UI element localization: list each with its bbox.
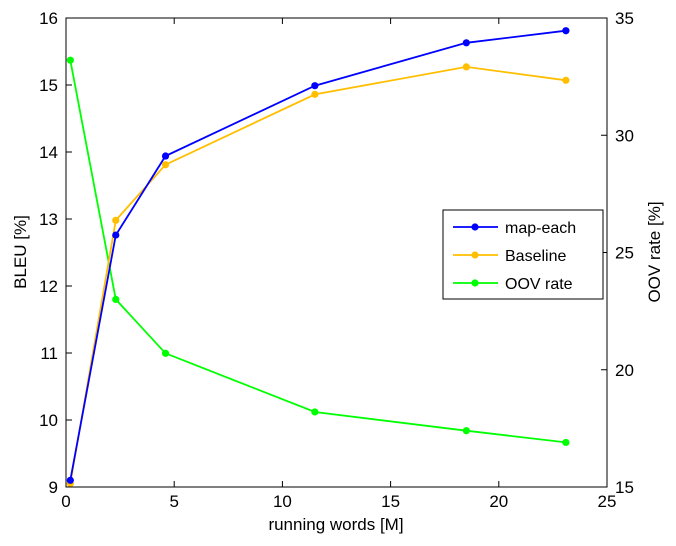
data-point-baseline — [311, 90, 319, 98]
data-point-baseline — [161, 161, 170, 169]
legend-swatch-marker — [471, 251, 479, 259]
data-point-baseline — [562, 76, 570, 84]
data-point-oov-rate — [66, 56, 74, 64]
series-line-baseline — [69, 65, 567, 484]
y-tick-label: 16 — [39, 9, 58, 28]
data-point-oov-rate — [112, 295, 120, 303]
chart-axes: 0 5 10 15 20 25 9 10 11 12 13 14 15 16 15 20 25 30 35 — [39, 9, 634, 511]
series-line-map-each — [69, 29, 567, 481]
legend-label-baseline: Baseline — [505, 248, 566, 265]
data-point-oov-rate — [311, 408, 319, 416]
data-point-map-each — [112, 231, 120, 239]
x-tick-label: 10 — [273, 492, 292, 511]
y2-axis-label: OOV rate [%] — [645, 201, 664, 302]
y-tick-label: 14 — [39, 143, 58, 162]
data-point-map-each — [562, 27, 570, 35]
y2-tick-label: 30 — [615, 126, 634, 145]
data-point-map-each — [161, 152, 170, 160]
data-point-baseline — [462, 63, 470, 71]
data-point-map-each — [462, 39, 470, 47]
x-axis-label: running words [M] — [268, 515, 403, 534]
x-tick-label: 25 — [598, 492, 617, 511]
legend-swatch-marker — [471, 279, 479, 287]
x-tick-label: 15 — [381, 492, 400, 511]
y2-tick-label: 35 — [615, 9, 634, 28]
legend-label-oov-rate: OOV rate — [505, 276, 573, 293]
y-tick-label: 9 — [49, 478, 58, 497]
legend: map-each Baseline OOV rate — [442, 209, 604, 300]
x-tick-label: 5 — [169, 492, 178, 511]
y2-tick-label: 15 — [615, 478, 634, 497]
y-tick-label: 10 — [39, 411, 58, 430]
y-tick-label: 13 — [39, 210, 58, 229]
data-point-oov-rate — [562, 438, 570, 447]
data-point-map-each — [66, 476, 74, 484]
y-tick-label: 12 — [39, 277, 58, 296]
y2-tick-label: 20 — [615, 361, 634, 380]
y-tick-label: 11 — [40, 344, 58, 363]
legend-swatch-marker — [471, 223, 479, 231]
data-point-oov-rate — [161, 349, 170, 357]
chart-marks — [66, 27, 570, 488]
data-point-baseline — [112, 216, 120, 224]
x-tick-label: 20 — [489, 492, 508, 511]
legend-label-map-each: map-each — [505, 220, 576, 237]
y-tick-label: 15 — [39, 76, 58, 95]
x-tick-label: 0 — [61, 492, 70, 511]
data-point-map-each — [311, 82, 319, 90]
y2-tick-label: 25 — [615, 244, 634, 263]
y-axis-label: BLEU [%] — [11, 215, 30, 289]
data-point-oov-rate — [462, 427, 470, 435]
